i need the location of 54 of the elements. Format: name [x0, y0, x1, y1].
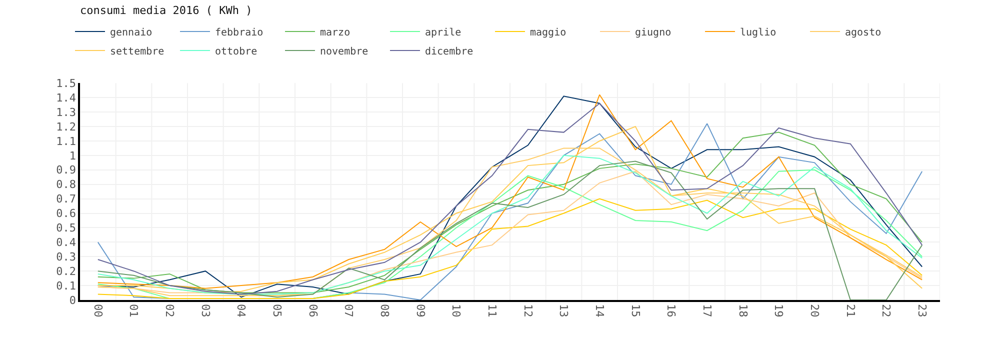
y-tick-label: 0	[69, 294, 76, 307]
x-tick-label: 21	[844, 304, 857, 318]
x-tick-label: 18	[736, 304, 750, 318]
y-tick-label: 1	[69, 149, 76, 162]
x-tick-label: 05	[270, 304, 284, 318]
x-tick-label: 04	[234, 304, 248, 318]
x-tick-label: 16	[664, 304, 678, 318]
x-tick-label: 13	[557, 304, 570, 318]
legend-label: gennaio	[110, 27, 152, 38]
y-tick-label: 0.8	[56, 178, 76, 192]
y-tick-label: 0.4	[56, 236, 76, 250]
x-tick-label: 20	[808, 304, 822, 318]
x-tick-label: 03	[198, 304, 212, 318]
legend-label: agosto	[845, 27, 882, 38]
y-tick-label: 1.3	[56, 106, 76, 119]
x-tick-label: 09	[414, 304, 427, 318]
y-tick-label: 1.2	[56, 120, 76, 134]
y-tick-label: 0.7	[56, 192, 76, 206]
y-tick-label: 0.1	[56, 279, 76, 292]
x-tick-label: 23	[916, 304, 929, 318]
y-tick-label: 0.9	[56, 164, 76, 177]
legend-label: marzo	[320, 27, 350, 38]
x-tick-label: 12	[521, 304, 534, 318]
x-tick-label: 00	[91, 304, 104, 318]
legend-label: ottobre	[215, 46, 258, 58]
legend-label: maggio	[530, 27, 566, 38]
legend-label: giugno	[635, 27, 672, 38]
y-tick-label: 0.3	[56, 250, 76, 264]
x-tick-label: 19	[772, 304, 786, 318]
x-tick-label: 22	[880, 304, 893, 318]
x-tick-label: 06	[306, 304, 320, 318]
y-tick-label: 1.1	[56, 134, 76, 148]
x-tick-label: 14	[593, 304, 606, 318]
x-tick-label: 01	[127, 304, 140, 318]
y-tick-label: 0.6	[56, 207, 76, 220]
x-tick-label: 10	[450, 304, 463, 318]
legend-label: settembre	[110, 46, 164, 58]
x-tick-label: 07	[342, 304, 356, 318]
x-tick-label: 17	[700, 304, 714, 318]
y-tick-label: 1.5	[56, 77, 76, 90]
chart-title: consumi media 2016 ( KWh )	[80, 4, 252, 18]
legend-label: dicembre	[425, 46, 474, 58]
x-tick-label: 11	[486, 304, 499, 318]
line-series	[97, 198, 923, 300]
y-tick-label: 0.5	[56, 222, 76, 235]
x-tick-label: 02	[163, 304, 176, 318]
x-tick-label: 15	[628, 304, 642, 318]
y-tick-label: 1.4	[56, 91, 76, 104]
legend-label: aprile	[425, 27, 462, 38]
legend-label: febbraio	[215, 27, 264, 38]
y-tick-label: 0.2	[56, 264, 76, 278]
legend-label: luglio	[740, 27, 776, 38]
legend-label: novembre	[320, 46, 368, 58]
x-tick-label: 08	[378, 304, 392, 318]
